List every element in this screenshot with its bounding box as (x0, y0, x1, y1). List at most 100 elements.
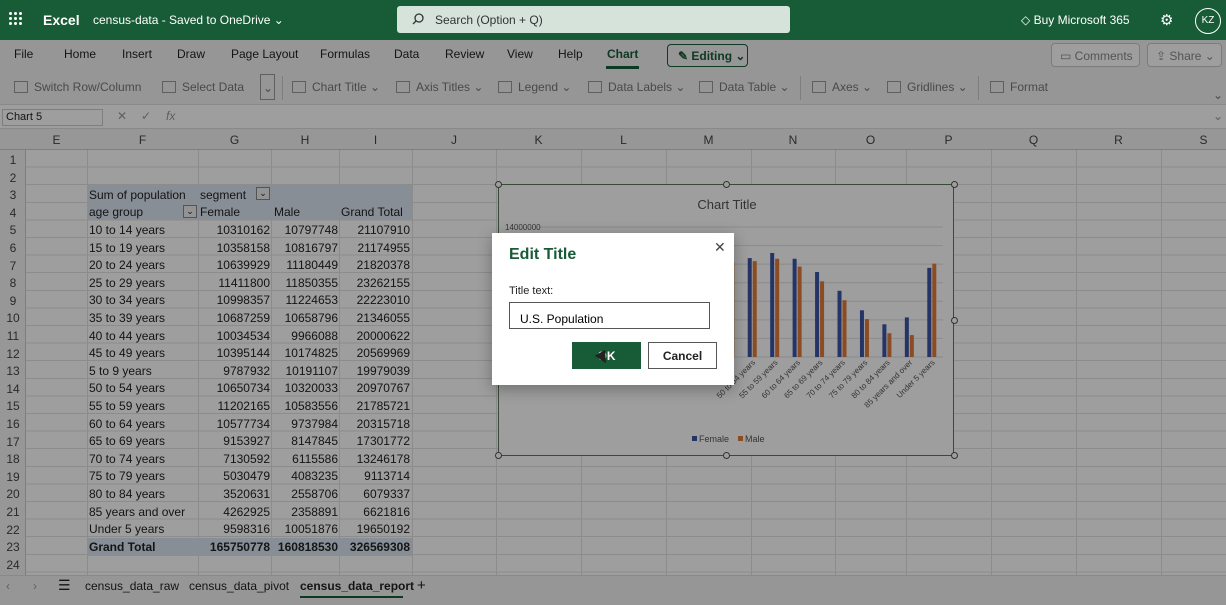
total-value-cell[interactable]: 9113714 (364, 469, 410, 484)
total-value-cell[interactable]: 21107910 (357, 223, 411, 237)
row-header[interactable]: 2 (9, 170, 17, 185)
row-header[interactable]: 14 (6, 381, 20, 396)
row-header[interactable]: 5 (9, 223, 17, 238)
age-group-cell[interactable]: 20 to 24 years (89, 258, 166, 273)
row-header[interactable]: 4 (9, 205, 17, 220)
row-header[interactable]: 16 (6, 417, 20, 431)
age-group-cell[interactable]: 40 to 44 years (89, 328, 166, 343)
male-value-cell[interactable]: 4083235 (291, 469, 338, 484)
female-value-cell[interactable]: 11202165 (217, 399, 271, 413)
female-value-cell[interactable]: 10650734 (216, 381, 270, 396)
column-header[interactable]: O (865, 133, 876, 147)
age-group-cell[interactable]: 15 to 19 years (89, 240, 166, 255)
male-value-cell[interactable]: 10797748 (284, 223, 338, 237)
axes-button[interactable]: Axes ⌄ (812, 80, 872, 94)
name-box[interactable]: Chart 5 (2, 109, 103, 126)
age-group-cell[interactable]: 10 to 14 years (89, 223, 166, 237)
grand-total-label[interactable]: Grand Total (89, 540, 156, 554)
row-header[interactable]: 20 (6, 487, 20, 502)
female-value-cell[interactable]: 9598316 (223, 522, 270, 537)
pivot-col-male[interactable]: Male (274, 205, 301, 219)
female-value-cell[interactable]: 10034534 (216, 328, 270, 343)
menu-help[interactable]: Help (558, 47, 583, 61)
data-labels-button[interactable]: Data Labels ⌄ (588, 80, 685, 94)
format-button[interactable]: Format (990, 80, 1048, 94)
female-value-cell[interactable]: 7130592 (223, 451, 270, 466)
menu-page-layout[interactable]: Page Layout (231, 47, 299, 61)
row-header[interactable]: 18 (6, 452, 20, 467)
age-group-cell[interactable]: 5 to 9 years (89, 363, 152, 378)
row-header[interactable]: 15 (6, 399, 20, 414)
row-header[interactable]: 3 (9, 188, 17, 203)
resize-handle[interactable] (951, 317, 958, 324)
column-header[interactable]: H (300, 133, 310, 147)
row-header[interactable]: 1 (9, 153, 17, 167)
age-group-cell[interactable]: 85 years and over (89, 504, 186, 519)
row-header[interactable]: 21 (6, 505, 20, 519)
male-value-cell[interactable]: 11224653 (285, 293, 339, 308)
gear-icon[interactable]: ⚙ (1160, 12, 1174, 29)
female-value-cell[interactable]: 11411800 (218, 275, 270, 290)
ribbon-collapse-icon[interactable]: ⌄ (1213, 88, 1224, 102)
female-value-cell[interactable]: 5030479 (223, 469, 270, 484)
column-header[interactable]: K (534, 133, 543, 147)
chart-title-button[interactable]: Chart Title ⌄ (292, 80, 380, 94)
female-value-cell[interactable]: 10395144 (216, 346, 270, 361)
app-launcher-icon[interactable] (9, 12, 23, 26)
app-name[interactable]: Excel (43, 12, 80, 28)
grand-total-female[interactable]: 165750778 (209, 540, 270, 554)
female-value-cell[interactable]: 10687259 (216, 311, 270, 325)
age-group-cell[interactable]: 55 to 59 years (89, 399, 166, 413)
age-group-cell[interactable]: 60 to 64 years (89, 416, 166, 431)
grand-total-male[interactable]: 160818530 (277, 540, 338, 554)
column-header[interactable]: Q (1028, 133, 1039, 147)
title-text-input[interactable] (509, 302, 710, 329)
total-value-cell[interactable]: 20315718 (356, 416, 410, 431)
row-header[interactable]: 7 (9, 258, 17, 273)
cancel-formula-icon[interactable]: ✕ (117, 109, 128, 123)
female-value-cell[interactable]: 10310162 (216, 223, 270, 237)
grand-total-total[interactable]: 326569308 (349, 540, 410, 554)
cancel-button[interactable]: Cancel (648, 342, 717, 369)
male-value-cell[interactable]: 8147845 (291, 434, 338, 449)
pivot-column-field[interactable]: segment (200, 188, 247, 202)
menu-home[interactable]: Home (64, 47, 97, 61)
resize-handle[interactable] (723, 452, 730, 459)
pivot-row-field[interactable]: age group (89, 205, 144, 219)
female-value-cell[interactable]: 3520631 (223, 487, 270, 501)
age-group-cell[interactable]: 70 to 74 years (89, 451, 166, 466)
gridlines-button[interactable]: Gridlines ⌄ (887, 80, 968, 94)
male-value-cell[interactable]: 11180449 (286, 258, 338, 273)
column-header[interactable]: L (620, 133, 627, 147)
total-value-cell[interactable]: 21820378 (356, 258, 410, 273)
age-group-cell[interactable]: 30 to 34 years (89, 293, 166, 308)
total-value-cell[interactable]: 20569969 (356, 346, 410, 361)
editing-mode-button[interactable]: ✎ Editing ⌄ (667, 44, 748, 67)
search-box[interactable]: Search (Option + Q) (397, 6, 790, 33)
document-name[interactable]: census-data - Saved to OneDrive ⌄ (93, 13, 284, 27)
sheet-tab-census-data-raw[interactable]: census_data_raw (85, 579, 180, 593)
menu-draw[interactable]: Draw (177, 47, 206, 61)
menu-formulas[interactable]: Formulas (320, 47, 371, 61)
confirm-formula-icon[interactable]: ✓ (141, 109, 152, 123)
row-header[interactable]: 8 (9, 276, 17, 291)
comments-button[interactable]: ▭ Comments (1051, 43, 1140, 67)
male-value-cell[interactable]: 10320033 (284, 381, 338, 396)
add-sheet-icon[interactable]: + (417, 577, 426, 594)
row-header[interactable]: 22 (6, 522, 20, 537)
total-value-cell[interactable]: 21174955 (357, 240, 411, 255)
menu-view[interactable]: View (507, 47, 533, 61)
female-value-cell[interactable]: 10998357 (216, 293, 270, 308)
male-value-cell[interactable]: 6115586 (292, 451, 338, 466)
male-value-cell[interactable]: 9737984 (291, 416, 338, 431)
total-value-cell[interactable]: 21785721 (356, 399, 410, 413)
age-group-cell[interactable]: 80 to 84 years (89, 487, 166, 501)
total-value-cell[interactable]: 6621816 (363, 504, 410, 519)
male-value-cell[interactable]: 10816797 (284, 240, 338, 255)
column-header[interactable]: M (703, 133, 714, 147)
age-group-cell[interactable]: 35 to 39 years (89, 311, 166, 325)
female-value-cell[interactable]: 9787932 (223, 363, 270, 378)
sheet-tab-census-data-report[interactable]: census_data_report (300, 579, 415, 593)
next-sheet-icon[interactable]: › (33, 579, 37, 593)
male-value-cell[interactable]: 10174825 (284, 346, 338, 361)
